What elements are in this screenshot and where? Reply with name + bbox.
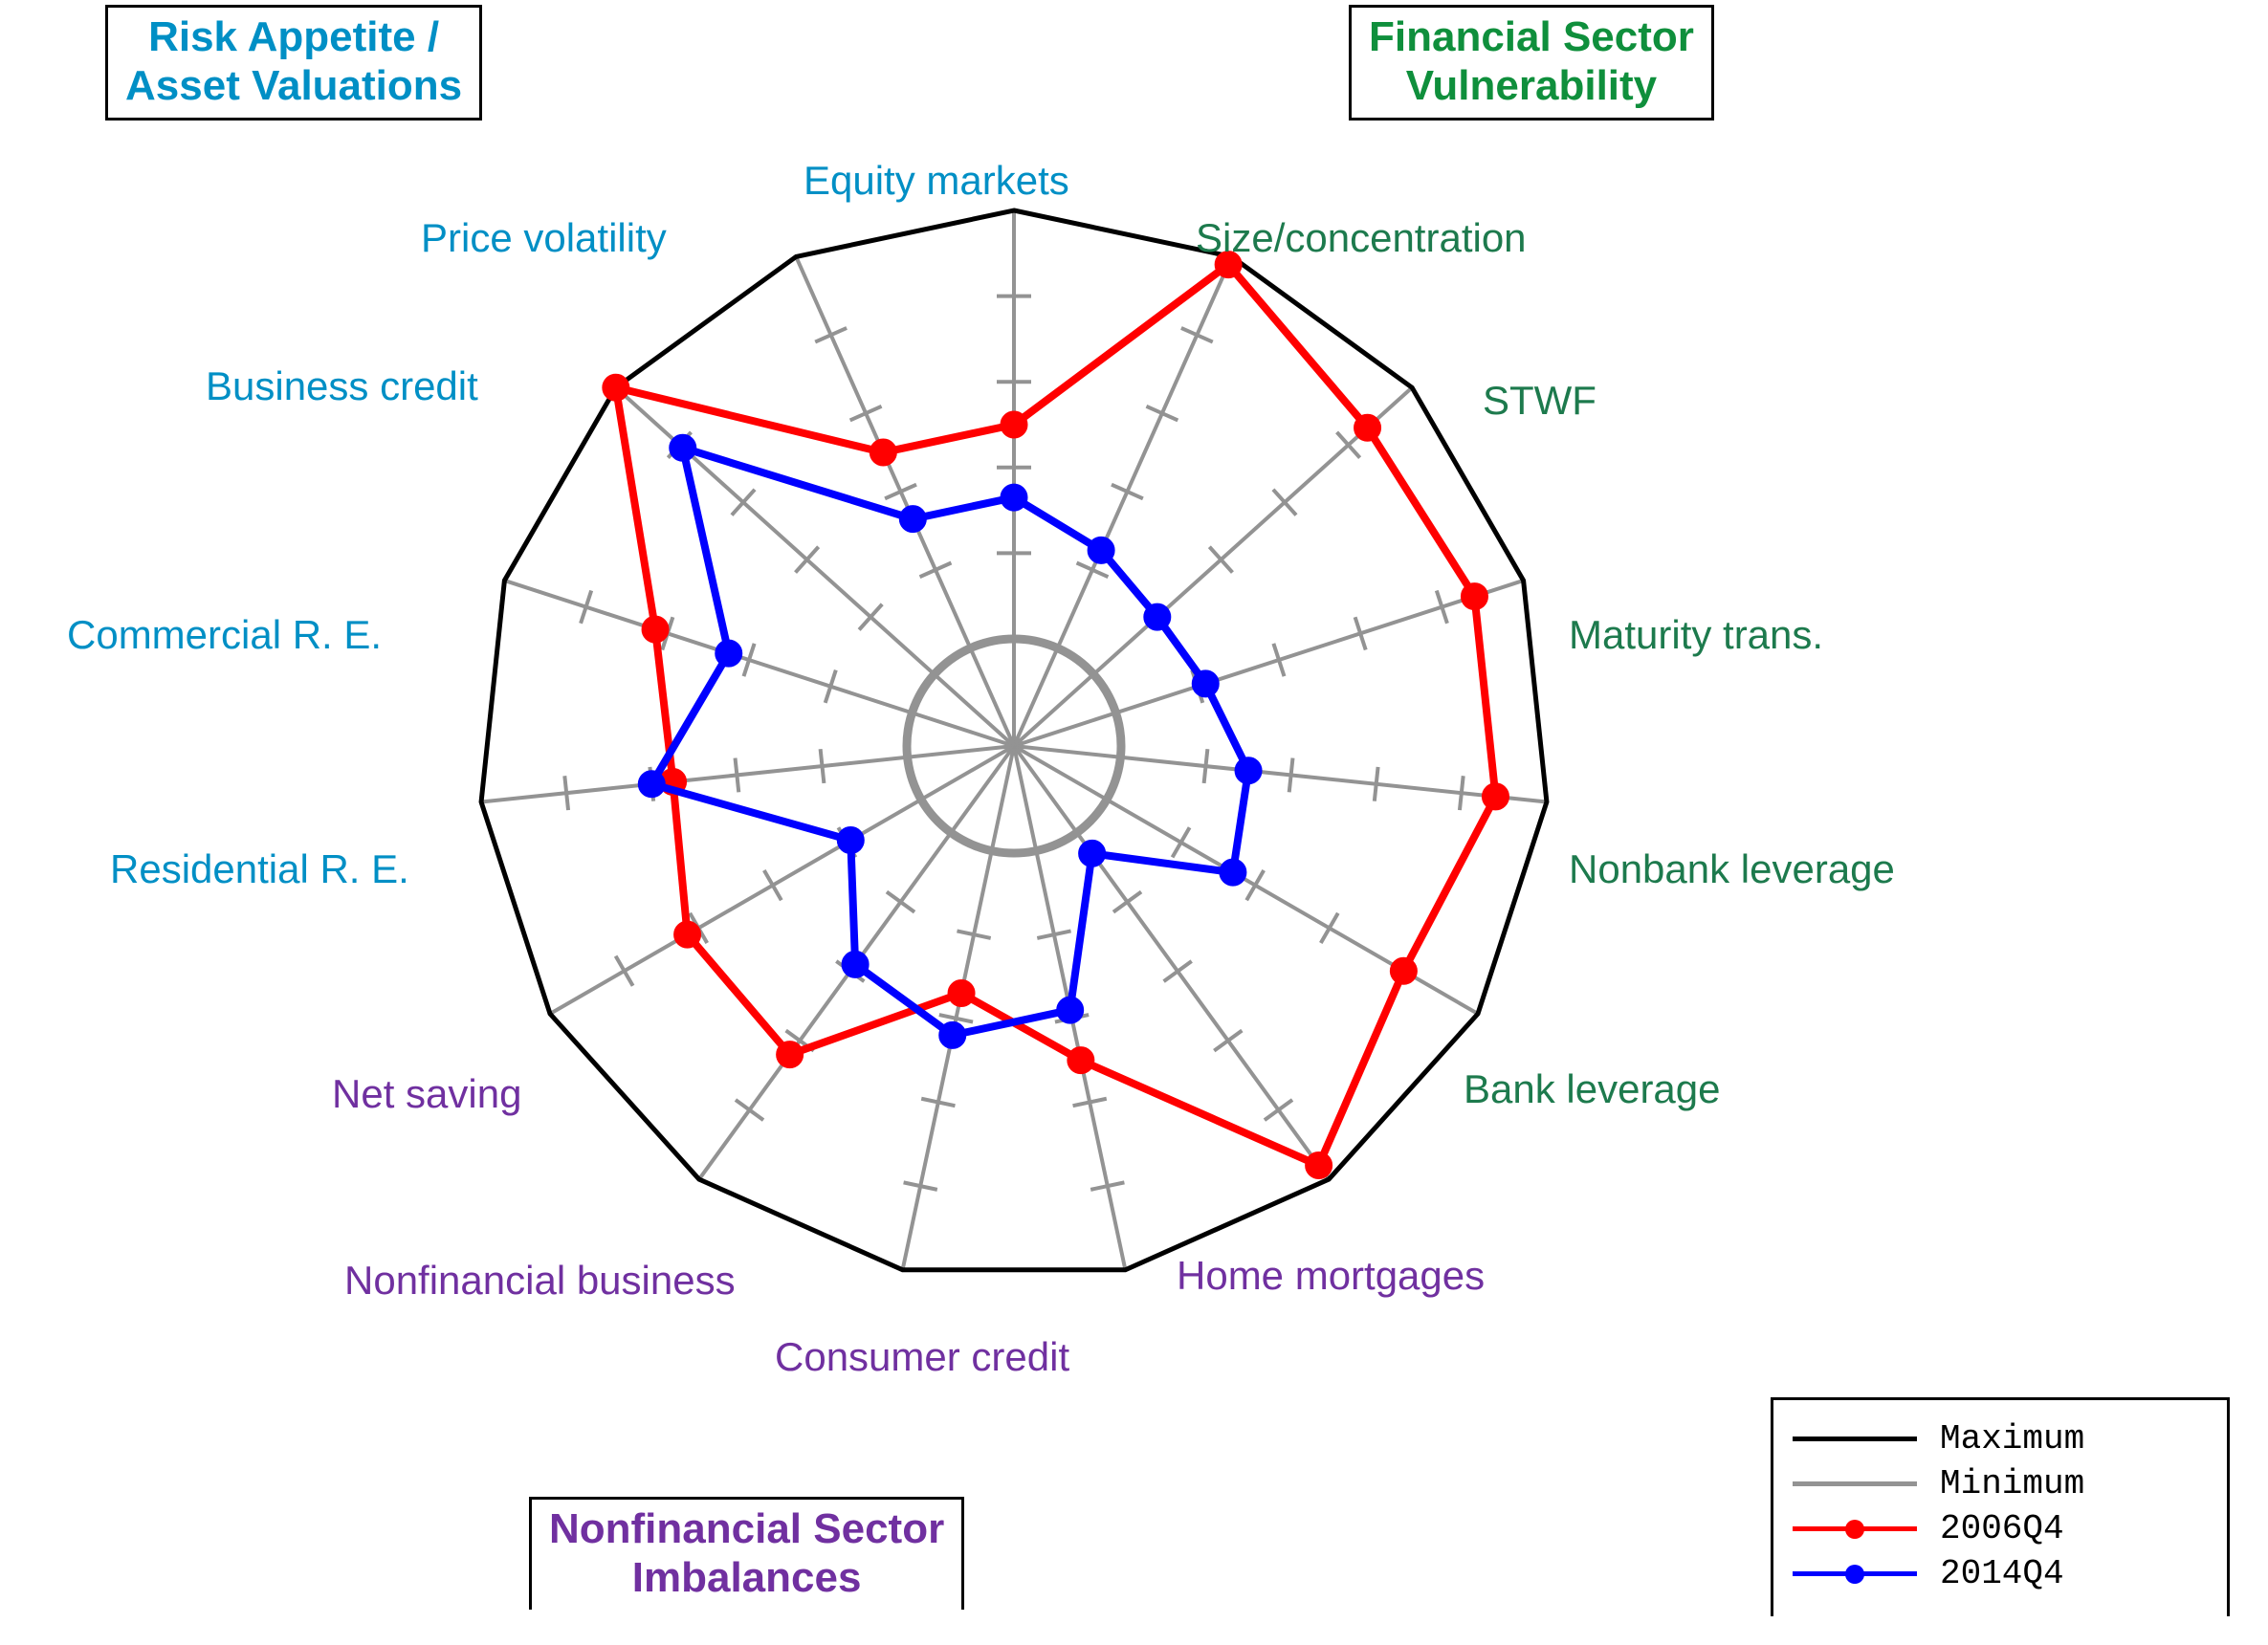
series-dot: [642, 616, 669, 643]
axis-label-business_credit: Business credit: [206, 363, 478, 409]
series-dot: [1306, 1152, 1332, 1179]
axis-label-maturity_trans: Maturity trans.: [1569, 612, 1823, 658]
legend-row: 2006Q4: [1793, 1509, 2208, 1548]
axis-label-commercial_re: Commercial R. E.: [67, 612, 382, 658]
axis-label-residential_re: Residential R. E.: [110, 846, 409, 892]
axis-label-equity_markets: Equity markets: [804, 158, 1069, 204]
legend-label: 2014Q4: [1940, 1554, 2208, 1593]
series-dot: [1192, 670, 1219, 697]
legend-box: Maximum Minimum 2006Q4 2014Q4: [1771, 1397, 2230, 1616]
axis-label-bank_leverage: Bank leverage: [1464, 1066, 1721, 1112]
series-dot: [1088, 537, 1114, 563]
legend-row: Maximum: [1793, 1419, 2208, 1459]
series-dot: [1235, 757, 1262, 784]
axis-label-stwf: STWF: [1483, 378, 1596, 424]
series-dot: [603, 374, 629, 401]
series-line-2006Q4: [616, 265, 1496, 1166]
series-dot: [948, 980, 975, 1007]
group-title-nonfin: Nonfinancial Sector Imbalances: [529, 1497, 964, 1610]
legend-row: Minimum: [1793, 1464, 2208, 1503]
axis-label-nonfinancial_bus: Nonfinancial business: [344, 1258, 736, 1304]
series-dot: [899, 506, 926, 533]
axis-label-net_saving: Net saving: [332, 1071, 521, 1117]
series-dot: [1068, 1047, 1094, 1074]
series-dot: [1079, 840, 1106, 866]
radar-series: [603, 252, 1509, 1179]
series-dot: [716, 640, 742, 667]
series-dot: [670, 434, 696, 461]
series-dot: [777, 1042, 804, 1068]
legend-swatch: [1793, 1560, 1917, 1589]
series-dot: [1354, 414, 1381, 441]
series-dot: [939, 1021, 966, 1048]
axis-label-home_mortgages: Home mortgages: [1177, 1253, 1485, 1299]
series-dot: [1390, 957, 1417, 984]
series-dot: [842, 951, 869, 977]
legend-swatch: [1793, 1515, 1917, 1544]
legend-swatch: [1793, 1470, 1917, 1499]
legend-swatch: [1793, 1425, 1917, 1454]
axis-label-size_concentration: Size/concentration: [1196, 215, 1527, 261]
legend-label: Minimum: [1940, 1464, 2208, 1503]
group-title-fin: Financial Sector Vulnerability: [1349, 5, 1714, 121]
series-dot: [674, 921, 701, 948]
series-dot: [1220, 859, 1246, 886]
legend-label: Maximum: [1940, 1419, 2208, 1459]
axis-label-price_volatility: Price volatility: [421, 215, 667, 261]
series-dot: [638, 771, 665, 798]
series-dot: [1001, 484, 1027, 511]
axis-label-consumer_credit: Consumer credit: [775, 1334, 1069, 1380]
series-dot: [1057, 997, 1084, 1023]
group-title-risk: Risk Appetite / Asset Valuations: [105, 5, 482, 121]
legend-row: 2014Q4: [1793, 1554, 2208, 1593]
legend-rows: Maximum Minimum 2006Q4 2014Q4: [1793, 1419, 2208, 1593]
series-dot: [1001, 411, 1027, 438]
series-dot: [1482, 783, 1508, 810]
series-dot: [837, 827, 864, 854]
series-dot: [870, 439, 896, 466]
legend-label: 2006Q4: [1940, 1509, 2208, 1548]
series-dot: [1144, 603, 1171, 630]
radar-chart-figure: { "chart": { "type": "radar", "center": …: [0, 0, 2268, 1645]
series-dot: [1461, 583, 1487, 610]
axis-label-nonbank_leverage: Nonbank leverage: [1569, 846, 1895, 892]
